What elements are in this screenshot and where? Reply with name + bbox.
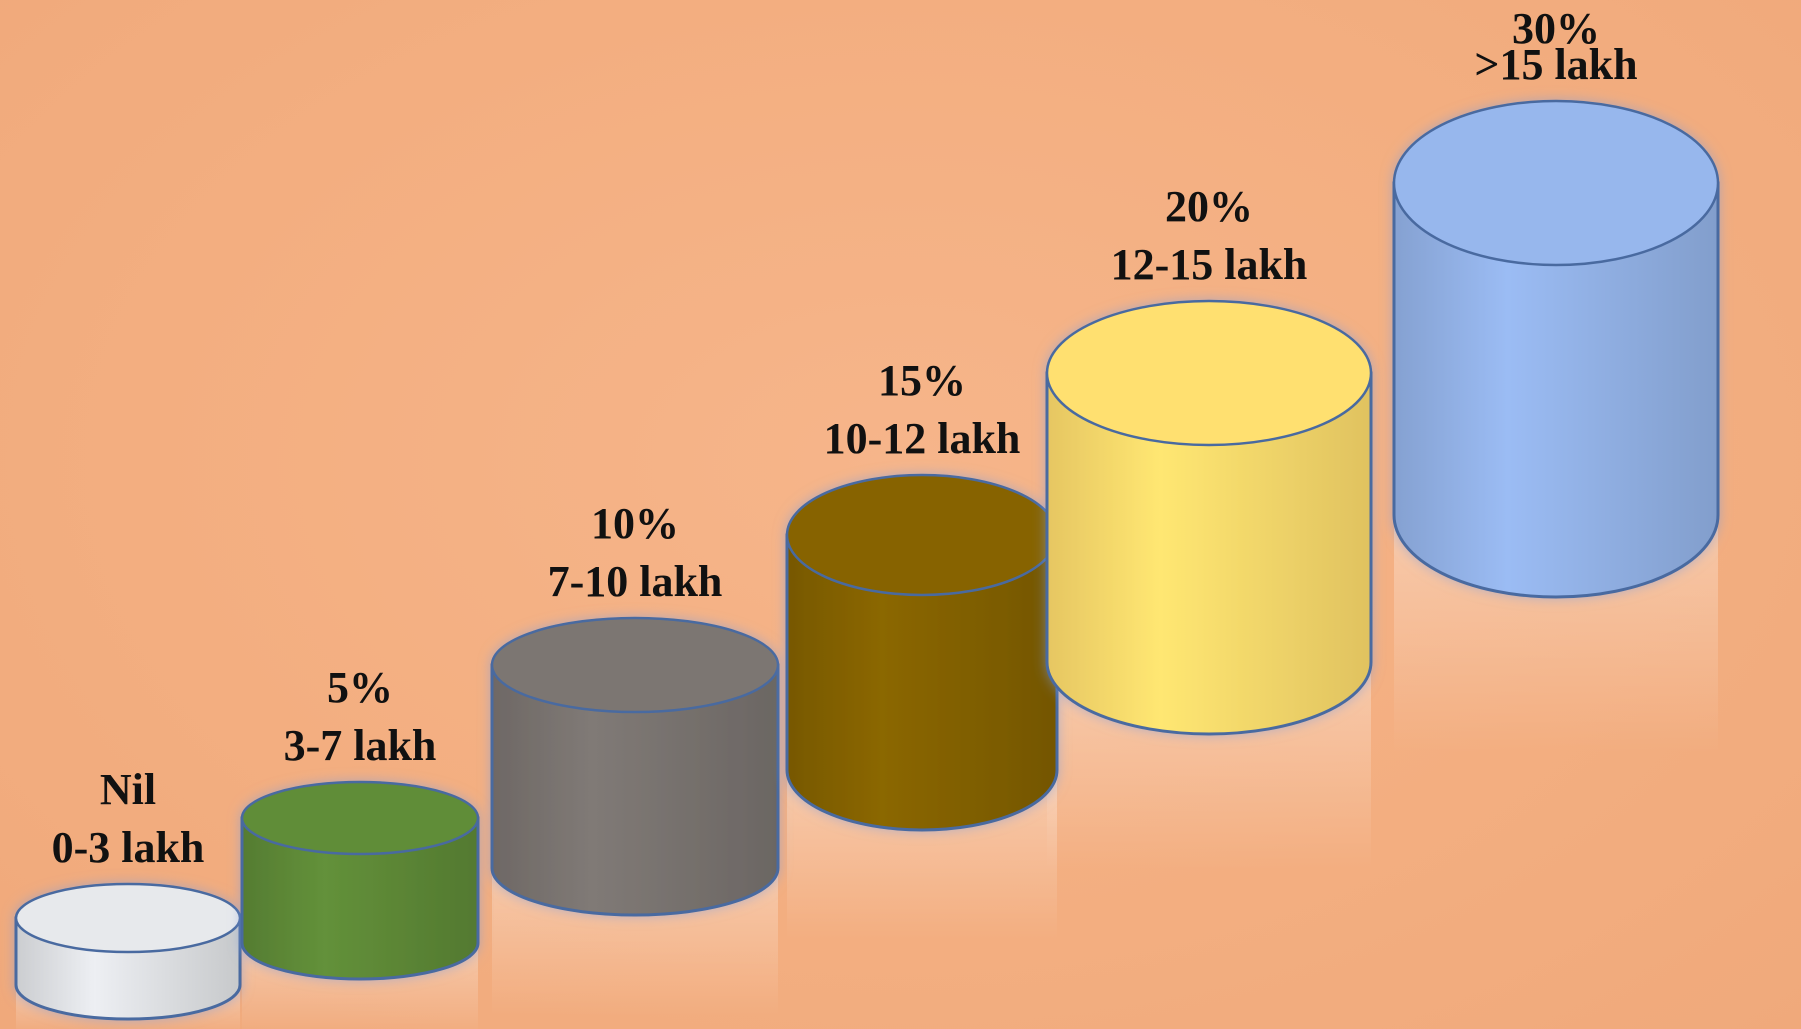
slab-label: 3-7 lakh (284, 721, 437, 770)
cylinder-top (240, 780, 480, 856)
cylinder-bar (14, 882, 242, 1021)
cylinder-top (785, 473, 1059, 597)
cylinder-top (1045, 299, 1373, 447)
cylinder-bar (1392, 99, 1720, 599)
cylinder-body (1392, 181, 1720, 599)
cylinder-body (785, 533, 1059, 832)
rate-label: 10% (591, 499, 679, 548)
rate-label: 15% (878, 356, 966, 405)
cylinder-body (240, 816, 480, 981)
cylinder-top (490, 616, 780, 714)
slab-label: 10-12 lakh (824, 414, 1021, 463)
cylinder-bar (785, 473, 1059, 832)
slab-label: 0-3 lakh (52, 823, 205, 872)
cylinder-top (1392, 99, 1720, 267)
rate-label: 20% (1165, 182, 1253, 231)
slab-label: >15 lakh (1474, 40, 1637, 89)
slab-label: 7-10 lakh (548, 557, 723, 606)
cylinder-top (14, 882, 242, 954)
cylinder-bar (1045, 299, 1373, 736)
cylinder-bar (490, 616, 780, 917)
cylinder-body (490, 663, 780, 917)
cylinder-bar (240, 780, 480, 981)
slab-label: 12-15 lakh (1111, 240, 1308, 289)
labels-layer: Nil 0-3 lakh 5% 3-7 lakh 10% 7-10 lakh 15% 10-1… (52, 4, 1638, 872)
cylinder-body (1045, 371, 1373, 736)
cylinders-layer (14, 99, 1720, 1021)
rate-label: 5% (327, 663, 393, 712)
rate-label: 30% (1512, 4, 1600, 53)
rate-label: Nil (100, 765, 156, 814)
